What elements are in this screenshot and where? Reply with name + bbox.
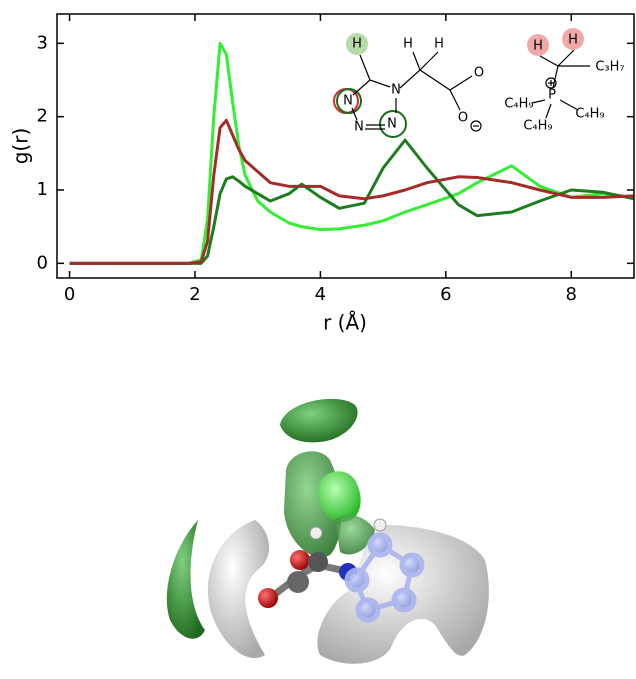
x-tick-label: 8 [566, 284, 577, 305]
atom-label: C₄H₉ [575, 107, 604, 122]
molecular-render [166, 398, 489, 664]
atom-label: H [434, 37, 444, 52]
atom-label: C₃H₇ [595, 60, 624, 75]
chart: 0 2 4 6 8 0 1 2 3 [37, 13, 635, 305]
y-tick-label: 2 [37, 106, 48, 127]
atom-label: H [403, 37, 413, 52]
atom-label: H [352, 37, 362, 52]
line-series [69, 138, 635, 265]
x-tick-label: 0 [64, 284, 75, 305]
atom-label: H [568, 33, 578, 48]
structure-labels: H H H N N N N O O H H C₃H₇ C₄H₉ P C₄H₉ C… [343, 33, 625, 135]
x-tick-label: 4 [315, 284, 326, 305]
atom-label: O [474, 66, 484, 81]
atom-label: H [533, 39, 543, 54]
x-tick-label: 2 [189, 284, 200, 305]
atom-label: N [387, 117, 397, 132]
atom-label: N [343, 94, 353, 109]
x-axis-label: r (Å) [323, 311, 367, 335]
atom-label: O [458, 111, 468, 126]
x-tick-label: 6 [440, 284, 451, 305]
y-tick-label: 3 [37, 32, 48, 53]
y-tick-label: 1 [37, 179, 48, 200]
line-series [69, 41, 635, 265]
atom-label: N [391, 83, 401, 98]
atom-label: C₄H₉ [523, 119, 552, 134]
line-series [69, 118, 635, 265]
atom-label: C₄H₉ [504, 97, 533, 112]
structure-inset [333, 28, 590, 138]
y-axis-label: g(r) [9, 128, 33, 165]
atom-label: N [354, 120, 364, 135]
atom-label: P [548, 88, 556, 103]
y-tick-label: 0 [37, 252, 48, 273]
plot-frame [56, 13, 635, 279]
